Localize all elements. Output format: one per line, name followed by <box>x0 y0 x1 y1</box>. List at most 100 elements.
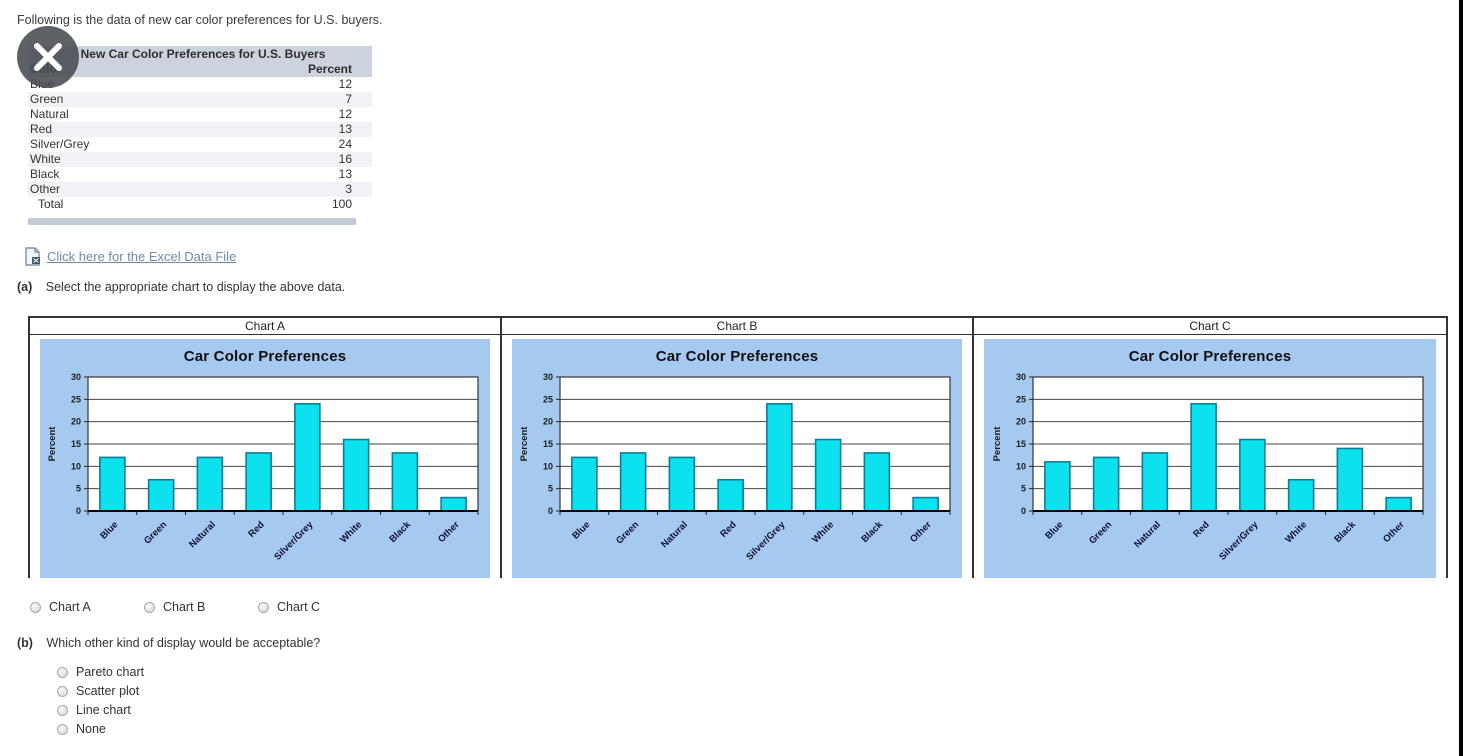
table-row: Other 3 <box>28 182 372 197</box>
svg-text:10: 10 <box>1015 461 1025 471</box>
radio-label-scatter-plot: Scatter plot <box>76 684 140 698</box>
chart-choice-group: Chart A Chart B Chart C <box>30 600 372 614</box>
bar-natural <box>668 456 695 512</box>
close-icon <box>34 43 62 71</box>
x-label-silver-grey: Silver/Grey <box>744 519 788 563</box>
question-a-text: Select the appropriate chart to display … <box>45 280 346 294</box>
chart-cell-body: Car Color Preferences 0 5 10 15 20 25 30 Blue Gre… <box>30 335 500 578</box>
bar-green <box>619 452 646 512</box>
display-choice-group: Pareto chart Scatter plot Line chart None <box>57 665 144 736</box>
svg-text:30: 30 <box>1015 372 1025 382</box>
row-percent: 3 <box>345 182 352 196</box>
bar-black <box>1336 447 1363 512</box>
row-color: Black <box>30 167 60 181</box>
table-row: Red 13 <box>28 122 372 137</box>
bar-red <box>244 452 272 512</box>
table-title: New Car Color Preferences for U.S. Buyer… <box>28 46 372 62</box>
radio-label-chart-c: Chart C <box>277 600 321 614</box>
bar-chart-plot: 0 5 10 15 20 25 30 Blue Green Natural Red Silver/Gr… <box>47 372 479 563</box>
x-label-black: Black <box>387 519 413 545</box>
x-label-other: Other <box>908 519 934 545</box>
table-scrollbar[interactable] <box>28 218 356 225</box>
x-label-green: Green <box>1087 519 1114 546</box>
chart-image-chart-c: Car Color Preferences 0 5 10 15 20 25 30 Blue Gre… <box>984 339 1436 578</box>
row-color: White <box>30 152 61 166</box>
svg-text:20: 20 <box>1015 417 1025 427</box>
x-label-black: Black <box>1332 519 1358 545</box>
row-color: Red <box>30 122 53 136</box>
radio-option-scatter-plot[interactable]: Scatter plot <box>57 684 144 698</box>
radio-button-chart-c[interactable] <box>258 601 269 613</box>
chart-cell-title-chart-b: Chart B <box>502 318 972 335</box>
radio-label-pareto-chart: Pareto chart <box>76 665 145 679</box>
svg-text:10: 10 <box>542 461 552 471</box>
svg-text:20: 20 <box>542 417 552 427</box>
question-a-label: (a) <box>17 280 33 294</box>
bar-other <box>439 496 467 512</box>
bar-other <box>911 496 939 512</box>
chart-plot-title: Car Color Preferences <box>183 348 347 365</box>
x-label-silver-grey: Silver/Grey <box>272 519 316 563</box>
radio-option-line-chart[interactable]: Line chart <box>57 703 144 717</box>
svg-text:20: 20 <box>70 417 80 427</box>
bar-blue <box>98 456 126 512</box>
close-button[interactable] <box>17 26 79 88</box>
chart-image-chart-b: Car Color Preferences 0 5 10 15 20 25 30 Blue Gre… <box>512 339 962 578</box>
bar-blue <box>570 456 598 512</box>
y-axis-label: Percent <box>519 426 530 462</box>
radio-button-none[interactable] <box>57 723 68 735</box>
table-row: Green 7 <box>28 92 372 107</box>
row-percent: 24 <box>338 137 352 151</box>
preference-table: New Car Color Preferences for U.S. Buyer… <box>28 46 372 212</box>
table-row: Black 13 <box>28 167 372 182</box>
bar-green <box>147 478 174 512</box>
row-percent: 12 <box>338 77 352 91</box>
radio-button-scatter-plot[interactable] <box>57 685 68 697</box>
radio-button-chart-b[interactable] <box>144 601 155 613</box>
total-value: 100 <box>331 197 352 211</box>
radio-button-pareto-chart[interactable] <box>57 666 68 678</box>
chart-image-chart-a: Car Color Preferences 0 5 10 15 20 25 30 Blue Gre… <box>40 339 490 578</box>
svg-text:30: 30 <box>70 372 80 382</box>
svg-text:15: 15 <box>70 439 80 449</box>
bar-silver-grey <box>293 402 321 512</box>
svg-text:15: 15 <box>1015 439 1025 449</box>
chart-cell-chart-b: Chart B Car Color Preferences 0 5 10 15 20 25 30… <box>502 318 974 578</box>
svg-text:10: 10 <box>70 461 80 471</box>
excel-data-link[interactable]: Click here for the Excel Data File <box>47 249 237 264</box>
row-percent: 13 <box>338 122 352 136</box>
table-row: Blue 12 <box>28 77 372 92</box>
chart-cell-chart-c: Chart C Car Color Preferences 0 5 10 15 20 25 30… <box>974 318 1446 578</box>
bar-other <box>1384 496 1412 512</box>
radio-option-none[interactable]: None <box>57 722 144 736</box>
x-label-white: White <box>1283 519 1309 545</box>
radio-option-chart-a[interactable]: Chart A <box>30 600 144 614</box>
bar-white <box>814 438 841 512</box>
radio-label-line-chart: Line chart <box>76 703 131 717</box>
radio-option-chart-c[interactable]: Chart C <box>258 600 372 614</box>
x-label-red: Red <box>1191 519 1212 540</box>
radio-option-pareto-chart[interactable]: Pareto chart <box>57 665 144 679</box>
table-header-row: Color Percent <box>28 62 372 77</box>
radio-label-chart-a: Chart A <box>49 600 91 614</box>
x-label-natural: Natural <box>187 519 218 550</box>
x-label-red: Red <box>246 519 267 540</box>
x-label-white: White <box>810 519 836 545</box>
bar-red <box>1189 402 1217 512</box>
bar-green <box>1092 456 1119 512</box>
radio-button-chart-a[interactable] <box>30 601 41 613</box>
chart-cell-title-chart-a: Chart A <box>30 318 500 335</box>
x-label-blue: Blue <box>570 519 592 541</box>
row-percent: 7 <box>345 92 352 106</box>
radio-button-line-chart[interactable] <box>57 704 68 716</box>
bar-white <box>342 438 369 512</box>
svg-text:5: 5 <box>1020 484 1025 494</box>
svg-text:25: 25 <box>70 394 80 404</box>
x-label-other: Other <box>436 519 462 545</box>
svg-text:25: 25 <box>542 394 552 404</box>
bar-black <box>863 452 890 512</box>
x-label-red: Red <box>718 519 739 540</box>
bar-silver-grey <box>1238 438 1266 512</box>
radio-option-chart-b[interactable]: Chart B <box>144 600 258 614</box>
